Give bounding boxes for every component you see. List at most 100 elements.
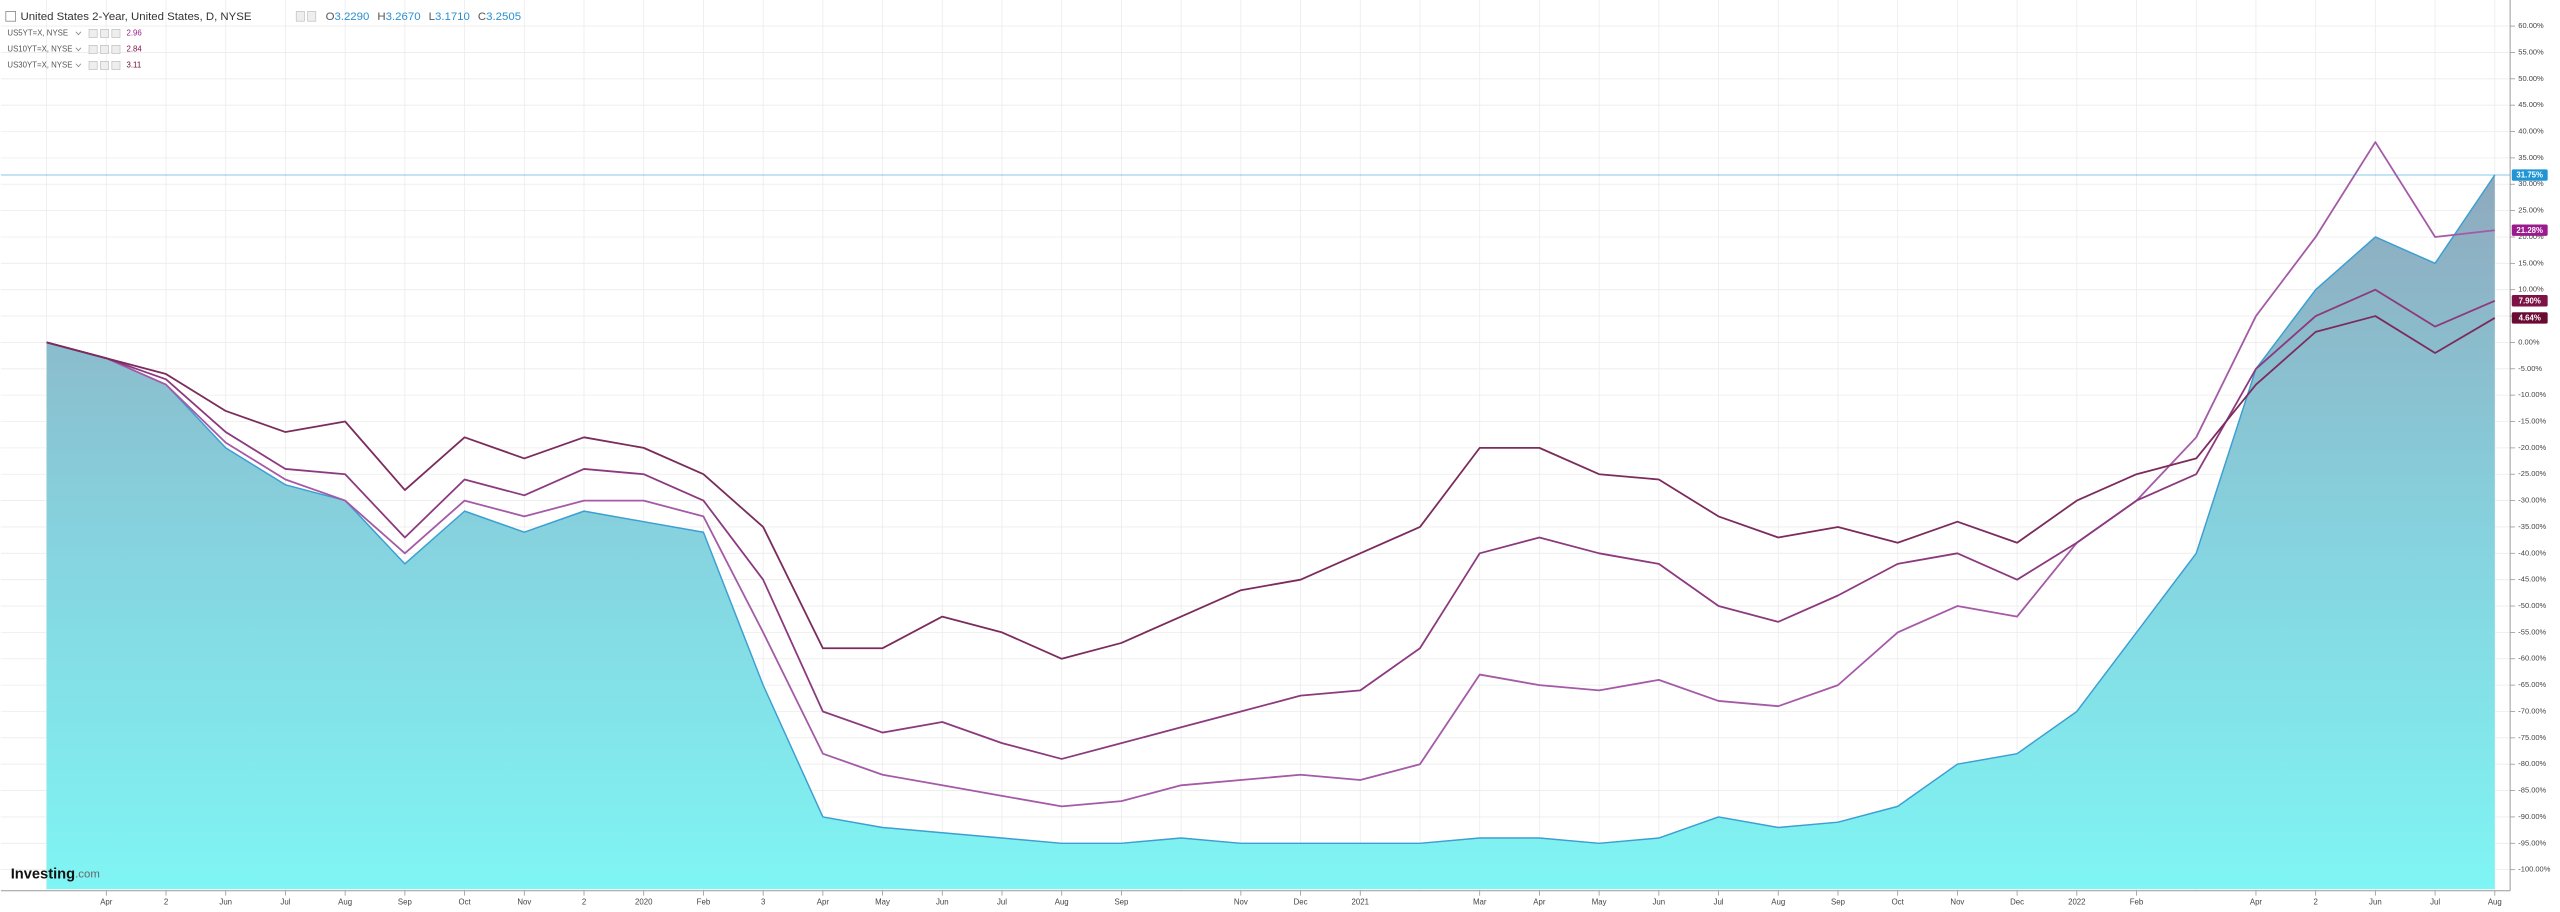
y-tick-label: 40.00%: [2518, 127, 2544, 136]
last-value-badge: [2511, 169, 2548, 181]
y-tick-label: 20.00%: [2518, 232, 2544, 241]
y-tick-label: 30.00%: [2518, 179, 2544, 188]
x-tick-label: Jul: [2430, 897, 2440, 906]
logo-suffix: .com: [75, 868, 100, 880]
x-tick-label: Jun: [219, 897, 232, 906]
legend-label: US10YT=X, NYSE: [7, 44, 72, 53]
x-tick-label: Apr: [817, 897, 830, 906]
y-tick-label: -65.00%: [2518, 680, 2546, 689]
quote-value: 3.1710: [435, 11, 470, 23]
y-tick-label: -40.00%: [2518, 548, 2546, 557]
series-line: [46, 315, 2496, 660]
y-tick-label: -15.00%: [2518, 416, 2546, 425]
last-value-label: 7.90%: [2519, 296, 2541, 305]
y-tick-label: -50.00%: [2518, 601, 2546, 610]
y-tick-label: -5.00%: [2518, 364, 2542, 373]
plot: [0, 141, 2511, 890]
legend-tool[interactable]: [100, 61, 109, 70]
legend-tool[interactable]: [111, 29, 121, 38]
series-line: [46, 288, 2496, 760]
y-tick-label: -20.00%: [2518, 443, 2546, 452]
x-tick-label: 2: [582, 897, 586, 906]
x-tick-label: 2: [164, 897, 168, 906]
y-tick-label: -70.00%: [2518, 706, 2546, 715]
y-tick-label: -80.00%: [2518, 759, 2546, 768]
legend-tool[interactable]: [88, 61, 98, 70]
last-value-badge: [2511, 295, 2548, 307]
tool-icon[interactable]: [307, 11, 317, 22]
quote-label: H: [377, 11, 385, 23]
area: [46, 175, 2495, 890]
chart-title: United States 2-Year, United States, D, …: [20, 11, 251, 23]
area-line: [46, 174, 2496, 845]
y-tick-label: -60.00%: [2518, 654, 2546, 663]
legend-tool[interactable]: [88, 45, 98, 54]
quote-label: O: [326, 11, 335, 23]
legend-label: US5YT=X, NYSE: [7, 29, 68, 38]
legend-tool[interactable]: [100, 45, 109, 54]
y-tick-label: 35.00%: [2518, 153, 2544, 162]
x-tick-label: Nov: [517, 897, 531, 906]
x-tick-label: Jul: [1714, 897, 1724, 906]
y-tick-label: -75.00%: [2518, 733, 2546, 742]
last-value-badge: [2511, 312, 2548, 324]
legend-value: 3.11: [127, 60, 142, 69]
legend-tool[interactable]: [111, 45, 121, 54]
x-tick-label: Aug: [1055, 897, 1069, 906]
x-tick-label: Jul: [997, 897, 1007, 906]
legend: US5YT=X, NYSE 2.96 US10YT=X, NYSE 2.84 US30Y…: [7, 29, 142, 70]
x-tick-label: Jun: [1653, 897, 1666, 906]
x-tick-label: Oct: [458, 897, 471, 906]
legend-tool[interactable]: [100, 29, 109, 38]
x-tick-label: 2022: [2068, 897, 2085, 906]
y-tick-label: -85.00%: [2518, 786, 2546, 795]
legend-value: 2.96: [127, 29, 143, 38]
legend-label: US30YT=X, NYSE: [7, 60, 72, 69]
y-tick-label: 10.00%: [2518, 285, 2544, 294]
x-tick-label: Nov: [1234, 897, 1248, 906]
collapse-icon[interactable]: [5, 11, 17, 22]
x-tick-label: Feb: [2130, 897, 2144, 906]
y-tick-label: -45.00%: [2518, 575, 2546, 584]
y-tick-label: -25.00%: [2518, 469, 2546, 478]
quote: O3.2290 H3.2670 L3.1710 C3.2505: [326, 11, 521, 23]
axes: -100.00% -95.00% -90.00% -85.00% -80.00% -75.…: [100, 21, 2551, 906]
y-tick-label: -30.00%: [2518, 496, 2546, 505]
legend-tool[interactable]: [111, 61, 121, 70]
x-tick-label: Mar: [1473, 897, 1487, 906]
quote-value: 3.2505: [486, 11, 521, 23]
x-tick-label: Sep: [398, 897, 413, 906]
legend-dropdown[interactable]: [75, 31, 82, 36]
x-tick-label: Apr: [1533, 897, 1546, 906]
x-tick-label: Oct: [1892, 897, 1905, 906]
quote-label: C: [478, 11, 486, 23]
y-tick-label: -55.00%: [2518, 627, 2546, 636]
y-tick-label: -95.00%: [2518, 838, 2546, 847]
quote-value: 3.2290: [334, 11, 369, 23]
x-tick-label: May: [1592, 897, 1607, 906]
tool-icon[interactable]: [295, 11, 305, 22]
legend-dropdown[interactable]: [75, 63, 82, 68]
x-tick-label: Jul: [280, 897, 290, 906]
last-value-label: 31.75%: [2516, 171, 2543, 180]
y-tick-label: 0.00%: [2518, 337, 2540, 346]
x-tick-label: Apr: [2250, 897, 2263, 906]
y-tick-label: -100.00%: [2518, 865, 2550, 874]
y-tick-label: 55.00%: [2518, 47, 2544, 56]
y-tick-label: 25.00%: [2518, 206, 2544, 215]
legend-dropdown[interactable]: [75, 47, 82, 52]
y-tick-label: -35.00%: [2518, 522, 2546, 531]
x-tick-label: Nov: [1950, 897, 1964, 906]
y-tick-label: 60.00%: [2518, 21, 2544, 30]
x-tick-label: Aug: [338, 897, 352, 906]
last-value-label: 21.28%: [2516, 226, 2543, 235]
legend-tool[interactable]: [88, 29, 98, 38]
x-tick-label: Aug: [2488, 897, 2502, 906]
y-tick-label: 45.00%: [2518, 100, 2544, 109]
x-tick-label: Jun: [936, 897, 949, 906]
x-tick-label: Feb: [697, 897, 711, 906]
legend-value: 2.84: [127, 44, 143, 53]
x-tick-label: 2020: [635, 897, 653, 906]
